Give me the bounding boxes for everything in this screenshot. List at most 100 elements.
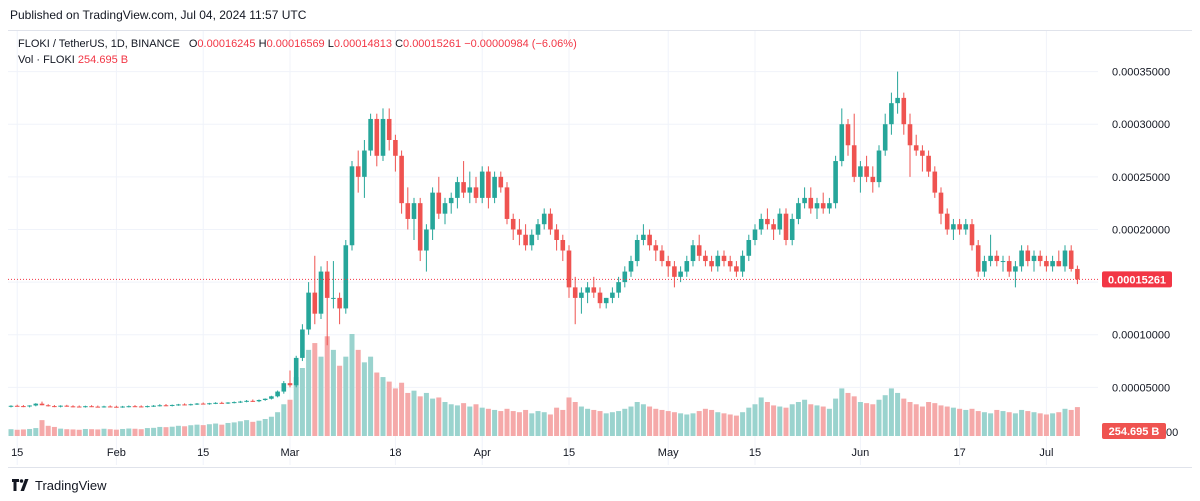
- candle-body[interactable]: [988, 255, 993, 262]
- candle-body[interactable]: [876, 150, 882, 183]
- candle-body[interactable]: [355, 166, 361, 177]
- candle-body[interactable]: [39, 403, 45, 406]
- candle-body[interactable]: [901, 97, 907, 125]
- candle-body[interactable]: [591, 287, 597, 293]
- candle-body[interactable]: [455, 182, 460, 198]
- candle-body[interactable]: [312, 292, 318, 314]
- candle-body[interactable]: [200, 403, 206, 405]
- candle-body[interactable]: [622, 271, 628, 283]
- candle-body[interactable]: [368, 118, 373, 151]
- candle-body[interactable]: [709, 261, 714, 267]
- candle-body[interactable]: [424, 229, 429, 251]
- candle-body[interactable]: [479, 171, 485, 198]
- candle-body[interactable]: [554, 229, 559, 240]
- candle-body[interactable]: [498, 176, 504, 188]
- candle-body[interactable]: [1075, 268, 1080, 280]
- candle-body[interactable]: [213, 402, 218, 404]
- candle-body[interactable]: [727, 261, 733, 267]
- candle-body[interactable]: [734, 266, 739, 272]
- candle-body[interactable]: [510, 218, 516, 230]
- candle-body[interactable]: [597, 292, 603, 304]
- candle-body[interactable]: [740, 255, 745, 272]
- candle-body[interactable]: [721, 255, 727, 262]
- candle-body[interactable]: [132, 406, 138, 408]
- candle-body[interactable]: [163, 405, 169, 407]
- tradingview-brand[interactable]: TradingView: [35, 477, 107, 493]
- candle-body[interactable]: [672, 266, 677, 277]
- candle-body[interactable]: [176, 404, 181, 406]
- candle-body[interactable]: [1013, 266, 1018, 272]
- candle-body[interactable]: [994, 255, 1000, 262]
- candle-body[interactable]: [138, 406, 144, 408]
- candle-body[interactable]: [151, 405, 156, 407]
- candle-body[interactable]: [579, 292, 584, 298]
- candle-body[interactable]: [783, 213, 789, 240]
- candle-body[interactable]: [207, 403, 212, 405]
- candle-body[interactable]: [957, 224, 962, 230]
- candle-body[interactable]: [634, 240, 640, 262]
- candle-body[interactable]: [331, 297, 336, 299]
- candle-body[interactable]: [907, 124, 913, 146]
- symbol-label[interactable]: FLOKI / TetherUS, 1D, BINANCE: [18, 38, 180, 50]
- candle-body[interactable]: [101, 406, 107, 408]
- candle-body[interactable]: [430, 192, 435, 230]
- candle-body[interactable]: [610, 292, 615, 298]
- candle-body[interactable]: [182, 404, 187, 406]
- candle-body[interactable]: [696, 245, 702, 256]
- candle-body[interactable]: [628, 261, 634, 272]
- candle-body[interactable]: [411, 203, 417, 219]
- candle-body[interactable]: [417, 203, 423, 251]
- candle-body[interactable]: [231, 402, 237, 404]
- candle-body[interactable]: [318, 271, 324, 314]
- candle-body[interactable]: [70, 406, 76, 408]
- candle-body[interactable]: [647, 234, 652, 246]
- candle-body[interactable]: [789, 218, 795, 240]
- candle-body[interactable]: [808, 197, 814, 209]
- candle-body[interactable]: [1037, 255, 1043, 262]
- candle-body[interactable]: [1062, 250, 1068, 267]
- candle-body[interactable]: [126, 406, 132, 408]
- candle-body[interactable]: [293, 357, 299, 386]
- candle-body[interactable]: [585, 287, 590, 293]
- candle-body[interactable]: [225, 402, 231, 404]
- candle-body[interactable]: [1031, 255, 1037, 262]
- candle-body[interactable]: [399, 155, 404, 204]
- candle-body[interactable]: [839, 124, 845, 162]
- candle-body[interactable]: [641, 234, 646, 240]
- candle-body[interactable]: [802, 197, 807, 204]
- candle-body[interactable]: [517, 229, 522, 235]
- candle-body[interactable]: [845, 124, 851, 146]
- candle-body[interactable]: [238, 401, 243, 403]
- candle-body[interactable]: [603, 297, 609, 304]
- candle-body[interactable]: [250, 400, 256, 402]
- candle-body[interactable]: [529, 234, 535, 246]
- candle-body[interactable]: [269, 396, 274, 399]
- candle-body[interactable]: [145, 406, 150, 408]
- candle-body[interactable]: [777, 213, 783, 230]
- candle-body[interactable]: [969, 224, 975, 246]
- candle-body[interactable]: [889, 103, 894, 125]
- candle-body[interactable]: [932, 171, 938, 193]
- candle-body[interactable]: [951, 224, 956, 230]
- candle-body[interactable]: [473, 187, 479, 198]
- candle-body[interactable]: [21, 406, 26, 408]
- candle-body[interactable]: [566, 250, 572, 288]
- candle-body[interactable]: [548, 213, 553, 230]
- candle-body[interactable]: [765, 218, 770, 225]
- candle-body[interactable]: [33, 403, 39, 406]
- candle-body[interactable]: [833, 161, 838, 204]
- candle-body[interactable]: [703, 255, 708, 262]
- candle-body[interactable]: [982, 261, 987, 272]
- candle-body[interactable]: [870, 176, 876, 183]
- candle-body[interactable]: [76, 406, 82, 408]
- candle-body[interactable]: [362, 150, 367, 177]
- tradingview-logo-icon[interactable]: [12, 479, 30, 491]
- candle-body[interactable]: [486, 171, 491, 198]
- candle-body[interactable]: [262, 398, 268, 400]
- candle-body[interactable]: [690, 245, 696, 262]
- candle-body[interactable]: [771, 224, 776, 230]
- candle-body[interactable]: [653, 245, 659, 251]
- candle-body[interactable]: [926, 155, 931, 172]
- candle-body[interactable]: [275, 391, 280, 397]
- candle-body[interactable]: [864, 166, 869, 177]
